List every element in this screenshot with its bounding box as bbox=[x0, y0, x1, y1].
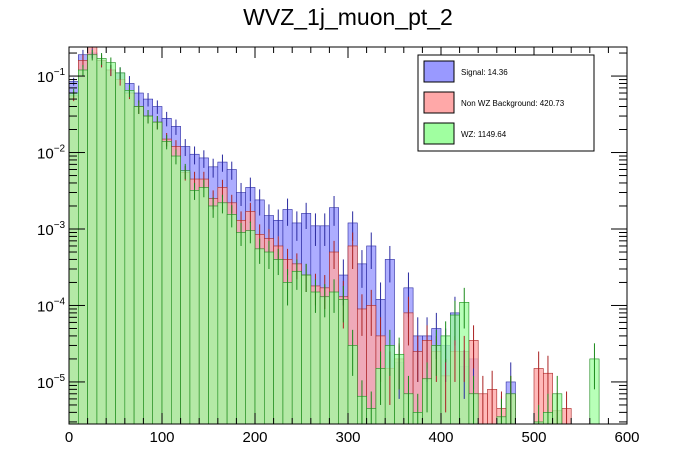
bar-wz-0 bbox=[68, 92, 79, 425]
legend-label-2: WZ: 1149.64 bbox=[461, 130, 507, 139]
bar-wz-1 bbox=[78, 69, 88, 425]
bar-wz-5 bbox=[115, 72, 126, 425]
bar-wz-10 bbox=[161, 141, 172, 425]
bar-wz-3 bbox=[96, 58, 107, 425]
bar-wz-20 bbox=[254, 248, 265, 425]
x-tick-label-500: 500 bbox=[521, 429, 546, 446]
y-tick-label--1: 10−1 bbox=[37, 67, 66, 86]
bar-wz-4 bbox=[105, 62, 116, 425]
bar-wz-8 bbox=[143, 115, 153, 425]
bar-wz-22 bbox=[273, 259, 284, 425]
bar-wz-16 bbox=[217, 202, 228, 425]
bar-wz-12 bbox=[180, 170, 191, 425]
bar-wz-11 bbox=[171, 155, 181, 425]
y-tick-label--4: 10−4 bbox=[37, 296, 66, 315]
x-tick-label-100: 100 bbox=[149, 429, 174, 446]
bar-wz-24 bbox=[291, 270, 302, 425]
bar-wz-9 bbox=[152, 121, 163, 425]
y-tick-label--2: 10−2 bbox=[37, 144, 66, 163]
y-tick-label--5: 10−5 bbox=[37, 373, 66, 392]
bar-wz-7 bbox=[133, 106, 144, 425]
x-tick-label-200: 200 bbox=[242, 429, 267, 446]
x-tick-label-0: 0 bbox=[65, 429, 73, 446]
axis-ticks: 0 100 200 300 400 500 600 10−1 10−2 10−3 10−4 10−5 bbox=[37, 47, 640, 446]
legend-swatch-0 bbox=[423, 60, 455, 83]
x-tick-label-600: 600 bbox=[614, 429, 639, 446]
bar-wz-2 bbox=[87, 54, 98, 425]
bar-wz-13 bbox=[189, 190, 200, 425]
bar-wz-17 bbox=[226, 214, 237, 425]
bar-wz-15 bbox=[208, 205, 219, 425]
y-tick-label--3: 10−3 bbox=[37, 220, 66, 239]
x-tick-label-400: 400 bbox=[428, 429, 453, 446]
bar-wz-21 bbox=[263, 251, 274, 425]
legend-swatch-1 bbox=[423, 91, 455, 114]
error-bars-layer bbox=[73, 47, 595, 424]
bar-wz-6 bbox=[124, 90, 135, 425]
legend-label-1: Non WZ Background: 420.73 bbox=[461, 99, 565, 108]
bar-wz-14 bbox=[198, 187, 209, 425]
bar-wz-25 bbox=[301, 274, 312, 425]
bar-wz-18 bbox=[236, 232, 246, 425]
chart-title: WVZ_1j_muon_pt_2 bbox=[243, 4, 453, 30]
legend: Signal: 14.36 Non WZ Background: 420.73 WZ… bbox=[417, 54, 595, 152]
legend-label-0: Signal: 14.36 bbox=[461, 68, 508, 77]
x-tick-label-300: 300 bbox=[335, 429, 360, 446]
legend-swatch-2 bbox=[423, 122, 455, 145]
bar-wz-19 bbox=[245, 230, 256, 425]
